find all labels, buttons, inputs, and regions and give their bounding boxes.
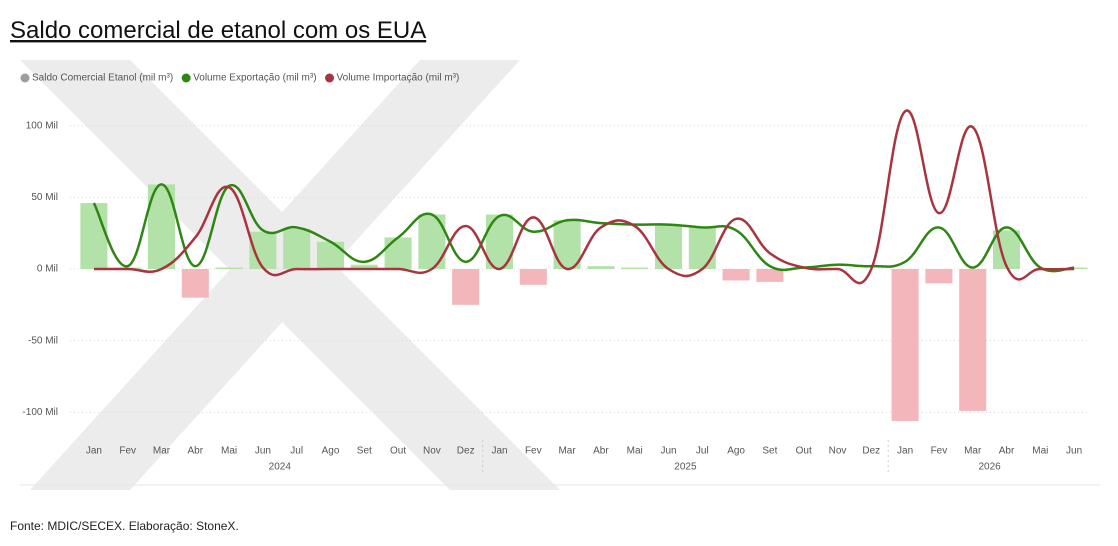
bar: [384, 237, 412, 269]
legend-dot: [20, 73, 30, 83]
x-tick-label: Jul: [290, 446, 303, 457]
bar: [587, 266, 615, 269]
legend-label: Volume Exportação (mil m³): [193, 73, 316, 84]
bar: [350, 264, 378, 269]
x-tick-label: Out: [390, 446, 406, 457]
bar: [181, 269, 209, 298]
y-tick-label: 50 Mil: [31, 192, 58, 203]
chart-title: Saldo comercial de etanol com os EUA: [10, 17, 426, 44]
x-tick-label: Nov: [829, 446, 847, 457]
bar: [283, 228, 311, 269]
bar: [519, 269, 547, 285]
legend-label: Saldo Comercial Etanol (mil m³): [32, 73, 173, 84]
bar: [959, 269, 987, 411]
legend-dot: [181, 73, 191, 83]
bar: [688, 227, 716, 269]
x-tick-label: Ago: [727, 446, 745, 457]
x-tick-label: Jan: [491, 446, 507, 457]
x-tick-label: Jul: [696, 446, 709, 457]
x-tick-label: Dez: [457, 446, 475, 457]
x-tick-label: Mar: [558, 446, 576, 457]
line: [93, 109, 1075, 285]
x-tick-label: Nov: [423, 446, 441, 457]
bar: [452, 269, 480, 305]
bar: [621, 267, 649, 269]
x-tick-label: Dez: [862, 446, 880, 457]
x-tick-label: Mar: [964, 446, 982, 457]
legend-label: Volume Importação (mil m³): [337, 73, 460, 84]
bar: [316, 241, 345, 269]
x-tick-label: Mai: [627, 446, 643, 457]
year-label: 2025: [674, 462, 697, 473]
bar: [891, 269, 919, 421]
x-tick-label: Jun: [255, 446, 271, 457]
bar: [215, 267, 243, 269]
watermark: [20, 60, 560, 490]
x-tick-label: Abr: [593, 446, 609, 457]
y-tick-label: -50 Mil: [28, 335, 58, 346]
year-label: 2026: [978, 462, 1001, 473]
legend-dot: [325, 73, 335, 83]
x-tick-label: Abr: [999, 446, 1015, 457]
x-tick-label: Jun: [660, 446, 676, 457]
bar: [80, 203, 108, 269]
source-note: Fonte: MDIC/SECEX. Elaboração: StoneX.: [10, 519, 239, 533]
x-tick-label: Ago: [322, 446, 340, 457]
x-tick-label: Jan: [86, 446, 102, 457]
bar: [756, 269, 784, 282]
bar: [925, 269, 953, 284]
x-tick-label: Mar: [153, 446, 171, 457]
bar: [654, 224, 683, 269]
bar: [722, 269, 750, 281]
x-tick-label: Jan: [897, 446, 913, 457]
y-tick-label: 100 Mil: [26, 120, 58, 131]
x-tick-label: Mai: [221, 446, 237, 457]
x-tick-label: Set: [357, 446, 372, 457]
x-tick-label: Fev: [119, 446, 136, 457]
y-tick-label: 0 Mil: [37, 264, 58, 275]
x-tick-label: Abr: [188, 446, 204, 457]
x-tick-label: Out: [796, 446, 812, 457]
year-label: 2024: [269, 462, 292, 473]
x-tick-label: Mai: [1032, 446, 1048, 457]
x-tick-label: Fev: [525, 446, 542, 457]
x-tick-label: Fev: [931, 446, 948, 457]
y-tick-label: -100 Mil: [22, 407, 58, 418]
x-tick-label: Set: [762, 446, 777, 457]
x-tick-label: Jun: [1066, 446, 1082, 457]
line: [92, 183, 1075, 273]
